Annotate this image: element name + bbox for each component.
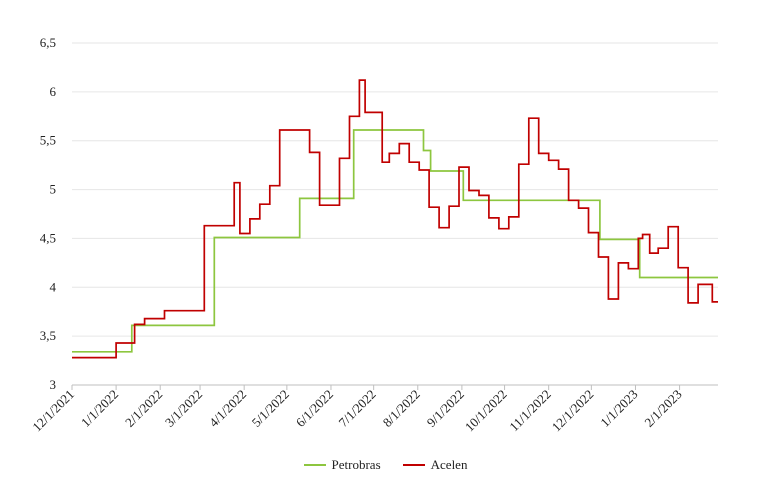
x-tick-label: 4/1/2022 — [206, 387, 249, 430]
y-tick-label: 6,5 — [40, 35, 56, 50]
legend: Petrobras Acelen — [0, 455, 771, 475]
x-tick-label: 8/1/2022 — [380, 387, 423, 430]
y-axis-ticks: 3 3,5 4 4,5 5 5,5 6 6,5 — [40, 35, 57, 392]
x-tick-label: 9/1/2022 — [424, 387, 467, 430]
legend-item-acelen: Acelen — [402, 457, 468, 473]
x-tick-label: 2/1/2023 — [641, 387, 684, 430]
x-tick-label: 1/1/2023 — [597, 387, 640, 430]
legend-swatch-acelen — [402, 464, 425, 466]
y-tick-label: 3,5 — [40, 328, 56, 343]
x-tick-label: 3/1/2022 — [162, 387, 205, 430]
y-tick-label: 6 — [50, 84, 57, 99]
data-series — [72, 79, 718, 359]
x-tick-label: 10/1/2022 — [462, 387, 510, 435]
legend-item-petrobras: Petrobras — [303, 457, 381, 473]
x-tick-label: 11/1/2022 — [506, 387, 554, 435]
grid-lines — [72, 42, 718, 337]
y-tick-label: 5,5 — [40, 133, 56, 148]
x-tick-label: 12/1/2022 — [549, 387, 597, 435]
legend-label-acelen: Acelen — [430, 457, 468, 472]
y-tick-label: 5 — [50, 182, 57, 197]
x-tick-label: 1/1/2022 — [78, 387, 121, 430]
x-tick-label: 5/1/2022 — [249, 387, 292, 430]
series-line-petrobras — [72, 129, 718, 353]
y-tick-label: 4 — [50, 279, 57, 294]
legend-label-petrobras: Petrobras — [331, 457, 381, 472]
series-line-acelen — [72, 79, 718, 359]
x-tick-label: 2/1/2022 — [122, 387, 165, 430]
x-tick-label: 6/1/2022 — [293, 387, 336, 430]
x-tick-label: 12/1/2021 — [29, 387, 77, 435]
legend-swatch-petrobras — [303, 464, 326, 466]
x-tick-label: 7/1/2022 — [335, 387, 378, 430]
y-tick-label: 4,5 — [40, 230, 56, 245]
y-tick-label: 3 — [50, 377, 57, 392]
